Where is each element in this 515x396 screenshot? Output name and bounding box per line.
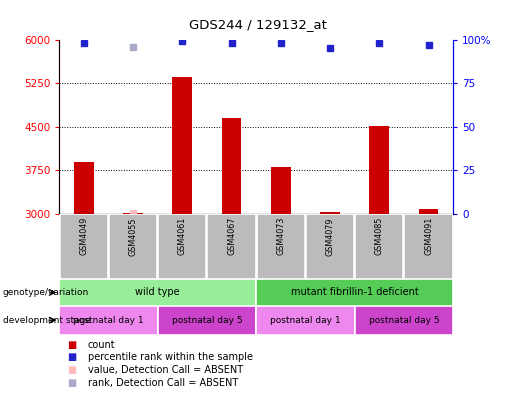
Text: GSM4061: GSM4061 [178,217,187,255]
Bar [256,215,305,278]
Text: postnatal day 1: postnatal day 1 [270,316,341,325]
Bar [59,306,158,335]
Bar [158,215,207,278]
Text: postnatal day 5: postnatal day 5 [369,316,439,325]
Bar [208,215,256,278]
Text: genotype/variation: genotype/variation [3,288,89,297]
Text: value, Detection Call = ABSENT: value, Detection Call = ABSENT [88,365,243,375]
Bar [355,215,403,278]
Text: count: count [88,339,115,350]
Text: wild type: wild type [135,287,180,297]
Bar [271,168,290,214]
Bar [419,209,438,214]
Bar [60,215,108,278]
Text: ■: ■ [67,339,76,350]
Text: ■: ■ [67,352,76,362]
Text: GSM4055: GSM4055 [129,217,138,255]
Bar [123,213,143,214]
Bar [74,162,94,214]
Text: GDS244 / 129132_at: GDS244 / 129132_at [188,18,327,31]
Text: rank, Detection Call = ABSENT: rank, Detection Call = ABSENT [88,377,238,388]
Text: GSM4067: GSM4067 [227,217,236,255]
Bar [158,306,256,335]
Text: GSM4073: GSM4073 [277,217,285,255]
Bar [173,77,192,214]
Text: mutant fibrillin-1 deficient: mutant fibrillin-1 deficient [291,287,419,297]
Bar [320,212,340,214]
Text: GSM4049: GSM4049 [79,217,89,255]
Text: GSM4079: GSM4079 [325,217,335,255]
Bar [59,279,256,306]
Bar [109,215,157,278]
Bar [369,126,389,214]
Bar [355,306,453,335]
Text: GSM4085: GSM4085 [375,217,384,255]
Bar [404,215,453,278]
Bar [222,118,242,214]
Bar [256,306,355,335]
Bar [256,279,453,306]
Bar [306,215,354,278]
Text: percentile rank within the sample: percentile rank within the sample [88,352,252,362]
Text: postnatal day 1: postnatal day 1 [73,316,144,325]
Text: GSM4091: GSM4091 [424,217,433,255]
Text: development stage: development stage [3,316,91,325]
Text: ■: ■ [67,365,76,375]
Text: postnatal day 5: postnatal day 5 [171,316,242,325]
Text: ■: ■ [67,377,76,388]
